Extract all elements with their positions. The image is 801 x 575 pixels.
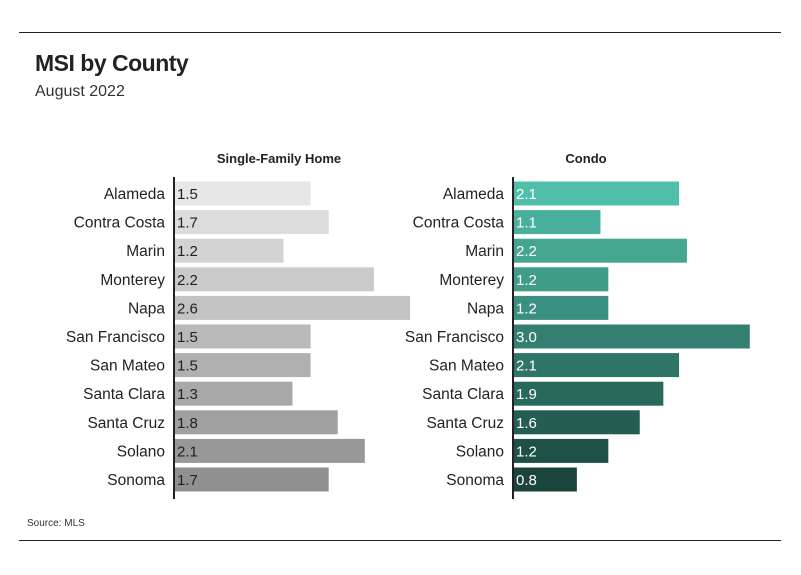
- bar-condo-10: [514, 467, 577, 492]
- data-label-condo-4: 1.2: [516, 300, 537, 317]
- bar-sfh-2: [175, 238, 284, 263]
- bar-sfh-8: [175, 410, 338, 435]
- bar-sfh-9: [175, 438, 365, 463]
- data-label-condo-8: 1.6: [516, 415, 537, 432]
- category-label-condo-1: Contra Costa: [413, 215, 505, 232]
- data-label-sfh-3: 2.2: [177, 272, 198, 289]
- bar-sfh-7: [175, 381, 293, 406]
- data-label-sfh-9: 2.1: [177, 443, 198, 460]
- category-label-condo-6: San Mateo: [429, 358, 504, 375]
- data-label-condo-6: 2.1: [516, 358, 537, 375]
- data-label-sfh-7: 1.3: [177, 386, 198, 403]
- bar-sfh-1: [175, 210, 329, 235]
- data-label-sfh-2: 1.2: [177, 243, 198, 260]
- category-label-sfh-5: San Francisco: [66, 329, 165, 346]
- bar-condo-1: [514, 210, 601, 235]
- category-label-condo-5: San Francisco: [405, 329, 504, 346]
- chart-title: MSI by County: [35, 50, 189, 76]
- bar-sfh-3: [175, 267, 374, 292]
- top-rule: [19, 32, 781, 33]
- source-note: Source: MLS: [27, 518, 85, 529]
- category-label-sfh-10: Sonoma: [107, 472, 165, 489]
- panel-title-sfh: Single-Family Home: [217, 151, 341, 166]
- data-label-condo-3: 1.2: [516, 272, 537, 289]
- data-label-condo-1: 1.1: [516, 215, 537, 232]
- bar-condo-9: [514, 438, 609, 463]
- category-label-condo-8: Santa Cruz: [426, 415, 504, 432]
- category-label-sfh-3: Monterey: [100, 272, 165, 289]
- data-label-condo-2: 2.2: [516, 243, 537, 260]
- bar-condo-7: [514, 381, 664, 406]
- category-label-sfh-1: Contra Costa: [74, 215, 166, 232]
- category-label-sfh-0: Alameda: [104, 186, 166, 203]
- category-label-condo-10: Sonoma: [446, 472, 504, 489]
- bar-condo-4: [514, 295, 609, 320]
- data-label-sfh-0: 1.5: [177, 186, 198, 203]
- category-label-sfh-8: Santa Cruz: [87, 415, 165, 432]
- data-label-sfh-1: 1.7: [177, 215, 198, 232]
- category-label-condo-7: Santa Clara: [422, 386, 504, 403]
- data-label-sfh-8: 1.8: [177, 415, 198, 432]
- category-label-sfh-2: Marin: [126, 243, 165, 260]
- category-label-sfh-4: Napa: [128, 300, 165, 317]
- category-label-condo-4: Napa: [467, 300, 504, 317]
- bar-condo-8: [514, 410, 640, 435]
- category-label-condo-3: Monterey: [439, 272, 504, 289]
- bar-sfh-6: [175, 353, 311, 378]
- data-label-condo-10: 0.8: [516, 472, 537, 489]
- bar-sfh-5: [175, 324, 311, 349]
- chart-subtitle: August 2022: [35, 83, 125, 100]
- category-label-sfh-7: Santa Clara: [83, 386, 165, 403]
- data-label-sfh-10: 1.7: [177, 472, 198, 489]
- category-label-sfh-9: Solano: [117, 443, 165, 460]
- bar-condo-6: [514, 353, 680, 378]
- category-label-condo-0: Alameda: [443, 186, 505, 203]
- bar-condo-0: [514, 181, 680, 206]
- bar-condo-2: [514, 238, 687, 263]
- data-label-condo-7: 1.9: [516, 386, 537, 403]
- data-label-sfh-5: 1.5: [177, 329, 198, 346]
- data-label-condo-9: 1.2: [516, 443, 537, 460]
- bar-condo-5: [514, 324, 750, 349]
- panel-title-condo: Condo: [565, 151, 606, 166]
- data-label-condo-5: 3.0: [516, 329, 537, 346]
- bar-sfh-4: [175, 295, 411, 320]
- data-label-sfh-4: 2.6: [177, 300, 198, 317]
- category-label-condo-9: Solano: [456, 443, 504, 460]
- bar-sfh-0: [175, 181, 311, 206]
- category-label-sfh-6: San Mateo: [90, 358, 165, 375]
- category-label-condo-2: Marin: [465, 243, 504, 260]
- data-label-sfh-6: 1.5: [177, 358, 198, 375]
- bar-sfh-10: [175, 467, 329, 492]
- bottom-rule: [19, 540, 781, 541]
- data-label-condo-0: 2.1: [516, 186, 537, 203]
- bar-condo-3: [514, 267, 609, 292]
